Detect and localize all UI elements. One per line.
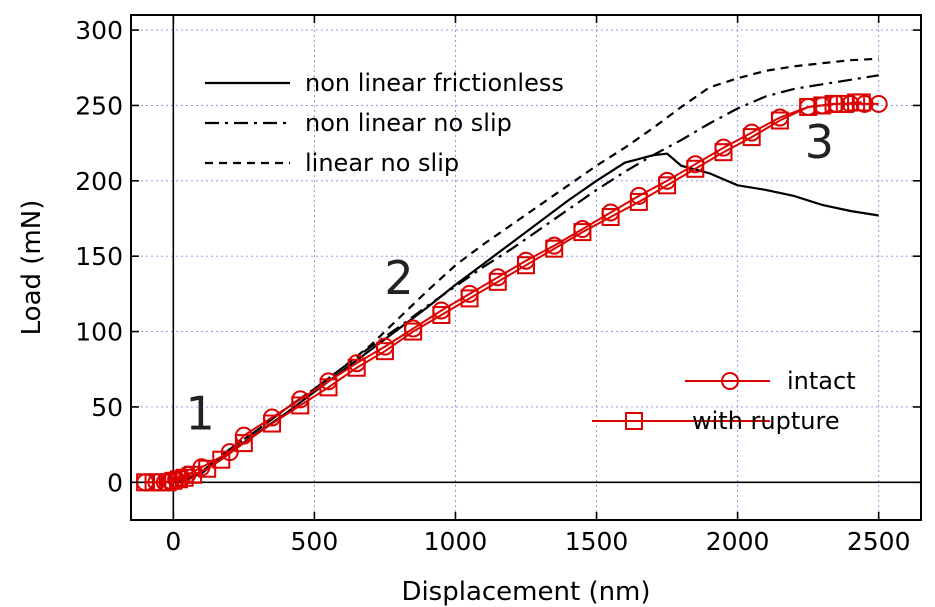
y-tick-label: 300 (75, 16, 123, 45)
data-point-square (813, 96, 832, 115)
legend-label: linear no slip (305, 149, 459, 177)
legend-label: with rupture (692, 407, 840, 435)
x-tick-label: 2000 (706, 527, 770, 556)
data-point-square (169, 470, 188, 489)
y-axis-title: Load (mN) (17, 200, 47, 336)
data-point-square (164, 471, 183, 490)
series-group (136, 57, 888, 492)
y-tick-label: 200 (75, 167, 123, 196)
y-tick-label: 250 (75, 91, 123, 120)
region-label-3: 3 (805, 115, 834, 169)
y-tick-label: 0 (107, 468, 123, 497)
zero-axis-lines (131, 15, 921, 520)
x-tick-label: 1000 (424, 527, 488, 556)
data-point-square (460, 289, 479, 308)
data-point-square (799, 97, 818, 116)
legend: non linear frictionless non linear no sli… (205, 69, 856, 435)
x-tick-label: 0 (165, 527, 181, 556)
data-point-square (488, 272, 507, 291)
data-point-square (517, 256, 535, 275)
data-point-square (263, 414, 282, 433)
plot-frame (130, 14, 922, 521)
legend-marker-square (625, 412, 643, 430)
data-point-square (852, 93, 871, 112)
x-tick-label: 1500 (565, 527, 629, 556)
data-point-square (629, 192, 648, 211)
data-point-square (573, 223, 592, 242)
series-line (172, 74, 879, 484)
region-label-1: 1 (185, 387, 214, 441)
data-point-square (212, 450, 231, 469)
data-point-square (375, 342, 394, 361)
legend-label: non linear frictionless (305, 69, 564, 97)
data-point-square (404, 322, 423, 341)
data-point-square (184, 465, 203, 484)
data-point-square (658, 176, 677, 195)
data-point-square (234, 434, 253, 453)
region-label-2: 2 (384, 251, 413, 305)
data-point-square (432, 305, 451, 324)
data-point-square (824, 94, 843, 113)
series-line (145, 101, 862, 484)
data-point-square (545, 239, 564, 258)
data-point-square (319, 378, 338, 397)
series-with-rupture (136, 93, 871, 492)
x-tick-label: 2500 (847, 527, 911, 556)
data-point-square (714, 143, 733, 162)
y-tick-label: 50 (91, 393, 123, 422)
data-point-square (347, 358, 366, 377)
legend-marker-circle (721, 372, 739, 390)
legend-label: intact (787, 367, 856, 395)
data-point-square (742, 128, 761, 147)
y-tick-label: 150 (75, 242, 123, 271)
data-point-square (770, 111, 789, 130)
data-point-square (291, 396, 310, 415)
y-tick-label: 100 (75, 318, 123, 347)
region-labels: 1 2 3 (185, 115, 834, 440)
data-point-square (198, 459, 217, 478)
data-point-square (686, 159, 705, 178)
series-non-linear-no-slip (172, 74, 879, 484)
x-tick-label: 500 (291, 527, 339, 556)
legend-label: non linear no slip (305, 109, 512, 137)
x-axis-title: Displacement (nm) (401, 577, 650, 607)
axis-ticks: 0 500 1000 1500 2000 2500 0 50 100 150 200 250 300 (75, 15, 921, 556)
data-point-square (601, 208, 620, 226)
